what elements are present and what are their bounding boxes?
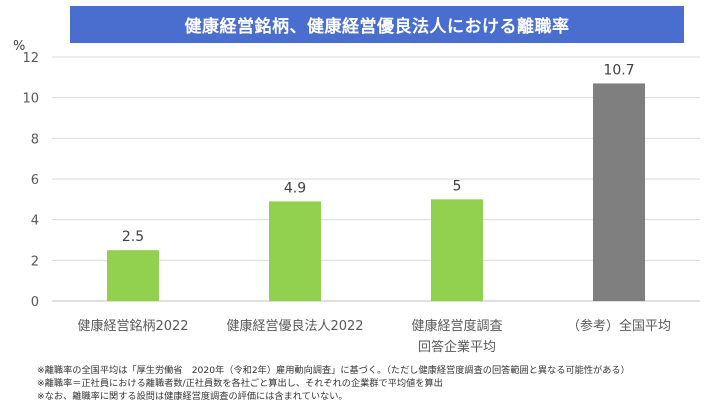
chart-title: 健康経営銘柄、健康経営優良法人における離職率 (184, 17, 570, 37)
chart-title-banner: 健康経営銘柄、健康経営優良法人における離職率 (70, 6, 684, 43)
x-category-label: 健康経営度調査 (411, 318, 502, 334)
footnote-3: ※なお、離職率に関する設問は健康経営度調査の評価には含まれていない。 (37, 391, 348, 402)
bar-value-label: 10.7 (603, 62, 634, 78)
footnote-2: ※離職率＝正社員における離職者数/正社員数を各社ごと算出し、それぞれの企業群で平… (37, 378, 443, 389)
bar-value-label: 2.5 (122, 229, 144, 245)
bar (593, 83, 645, 301)
x-category-label: 回答企業平均 (418, 339, 496, 355)
y-tick-label: 4 (31, 214, 39, 229)
bar (107, 250, 159, 301)
bar-value-label: 4.9 (284, 180, 306, 196)
footnote-1: ※離職率の全国平均は「厚生労働省 2020年（令和2年）雇用動向調査」に基づく。… (37, 365, 630, 376)
y-axis-unit-label: % (13, 39, 25, 54)
x-category-label: 健康経営銘柄2022 (77, 318, 188, 334)
x-category-label: 健康経営優良法人2022 (226, 318, 363, 334)
y-tick-label: 8 (31, 132, 39, 147)
y-tick-label: 6 (31, 173, 39, 188)
y-tick-label: 12 (22, 51, 39, 66)
y-tick-label: 10 (22, 92, 39, 107)
bar (269, 201, 321, 301)
y-tick-label: 2 (31, 254, 39, 269)
bar (431, 199, 483, 301)
bar-value-label: 5 (453, 178, 462, 194)
y-tick-label: 0 (31, 295, 39, 310)
footnotes: ※離職率の全国平均は「厚生労働省 2020年（令和2年）雇用動向調査」に基づく。… (37, 364, 717, 403)
x-category-label: （参考）全国平均 (567, 318, 671, 334)
